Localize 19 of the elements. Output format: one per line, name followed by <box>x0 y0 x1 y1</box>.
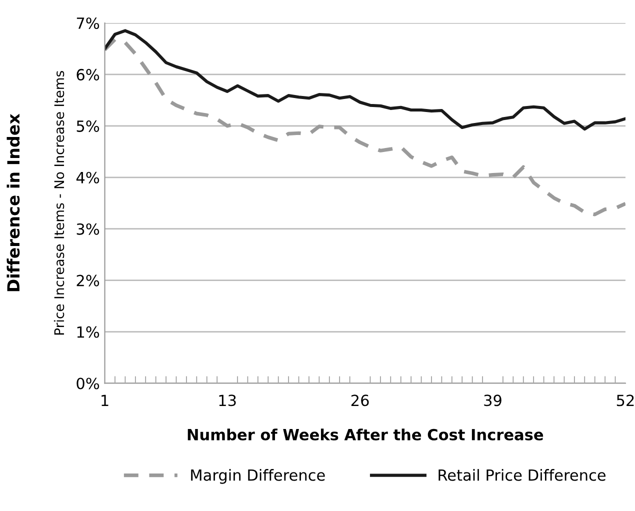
legend-label: Margin Difference <box>191 469 325 484</box>
x-tick-label: 1 <box>102 394 108 406</box>
y-tick-label: 6% <box>76 68 100 80</box>
legend-label: Retail Price Difference <box>438 469 606 481</box>
y-tick-label: 1% <box>77 326 100 338</box>
y-tick-label: 7% <box>76 17 100 30</box>
y-tick-label: 4% <box>76 172 100 184</box>
y-tick-label: 0% <box>76 378 100 390</box>
y-tick-label: 3% <box>76 223 100 235</box>
x-tick-label: 39 <box>484 394 502 406</box>
x-axis-title: Number of Weeks After the Cost Increase <box>188 428 544 440</box>
y-tick-label: 5% <box>76 120 100 132</box>
y-axis-title: Difference in Index <box>6 114 20 292</box>
y-tick-label: 2% <box>76 274 100 286</box>
x-tick-label: 26 <box>351 394 369 406</box>
text: Price Increase Items - No Increase Items <box>54 70 64 335</box>
x-tick-label: 52 <box>616 394 634 406</box>
x-tick-label: 13 <box>219 394 236 406</box>
line-series <box>104 29 626 131</box>
